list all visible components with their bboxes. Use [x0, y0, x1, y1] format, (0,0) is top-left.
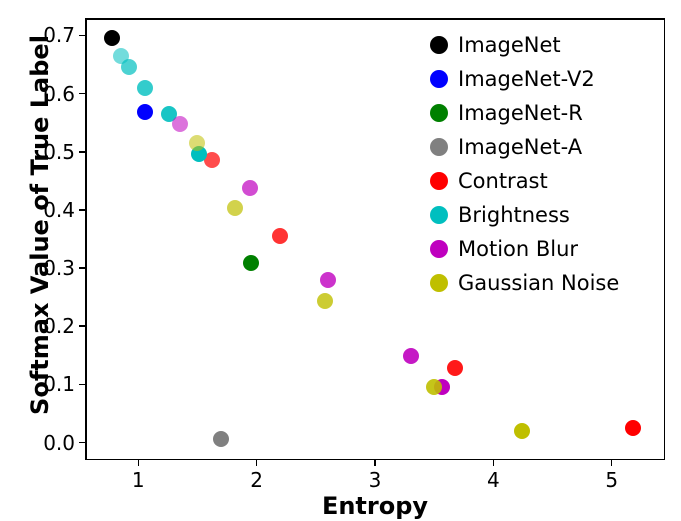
data-point [172, 116, 188, 132]
x-tick [611, 460, 613, 466]
legend-marker-icon [430, 274, 448, 292]
legend-label: ImageNet-R [458, 101, 583, 125]
y-tick [79, 267, 85, 269]
data-point [447, 360, 463, 376]
axis-spine [664, 18, 666, 460]
x-tick [256, 460, 258, 466]
legend-item: ImageNet-A [430, 132, 619, 162]
legend-marker-icon [430, 206, 448, 224]
x-axis-label: Entropy [85, 492, 665, 520]
legend-marker-icon [430, 70, 448, 88]
y-tick [79, 209, 85, 211]
x-tick-label: 5 [592, 468, 632, 492]
y-tick [79, 93, 85, 95]
legend-marker-icon [430, 138, 448, 156]
data-point [137, 80, 153, 96]
data-point [213, 431, 229, 447]
y-tick [79, 325, 85, 327]
scatter-chart: 123450.00.10.20.30.40.50.60.7EntropySoft… [0, 0, 681, 521]
y-axis-label: Softmax Value of True Label [26, 4, 54, 446]
x-tick [493, 460, 495, 466]
legend-marker-icon [430, 240, 448, 258]
axis-spine [85, 18, 665, 20]
data-point [104, 30, 120, 46]
y-tick [79, 384, 85, 386]
data-point [137, 104, 153, 120]
legend-label: ImageNet-V2 [458, 67, 595, 91]
legend-item: ImageNet-V2 [430, 64, 619, 94]
legend-item: Brightness [430, 200, 619, 230]
x-tick [374, 460, 376, 466]
y-tick [79, 35, 85, 37]
y-tick [79, 442, 85, 444]
legend-item: Contrast [430, 166, 619, 196]
legend-label: ImageNet-A [458, 135, 582, 159]
x-tick-label: 3 [355, 468, 395, 492]
data-point [320, 272, 336, 288]
data-point [243, 255, 259, 271]
x-tick [138, 460, 140, 466]
data-point [242, 180, 258, 196]
data-point [272, 228, 288, 244]
legend-label: ImageNet [458, 33, 561, 57]
x-tick-label: 1 [118, 468, 158, 492]
legend-item: ImageNet [430, 30, 619, 60]
legend-marker-icon [430, 172, 448, 190]
legend-marker-icon [430, 104, 448, 122]
data-point [121, 59, 137, 75]
legend-item: Motion Blur [430, 234, 619, 264]
data-point [514, 423, 530, 439]
data-point [189, 135, 205, 151]
legend-item: Gaussian Noise [430, 268, 619, 298]
legend-label: Gaussian Noise [458, 271, 619, 295]
data-point [625, 420, 641, 436]
legend-label: Brightness [458, 203, 570, 227]
axis-spine [85, 18, 87, 460]
data-point [403, 348, 419, 364]
y-tick [79, 151, 85, 153]
x-tick-label: 4 [473, 468, 513, 492]
legend-label: Contrast [458, 169, 548, 193]
legend-label: Motion Blur [458, 237, 578, 261]
legend-item: ImageNet-R [430, 98, 619, 128]
data-point [317, 293, 333, 309]
data-point [426, 379, 442, 395]
data-point [227, 200, 243, 216]
legend: ImageNet ImageNet-V2 ImageNet-R ImageNet-A C… [430, 30, 619, 302]
x-tick-label: 2 [237, 468, 277, 492]
legend-marker-icon [430, 36, 448, 54]
